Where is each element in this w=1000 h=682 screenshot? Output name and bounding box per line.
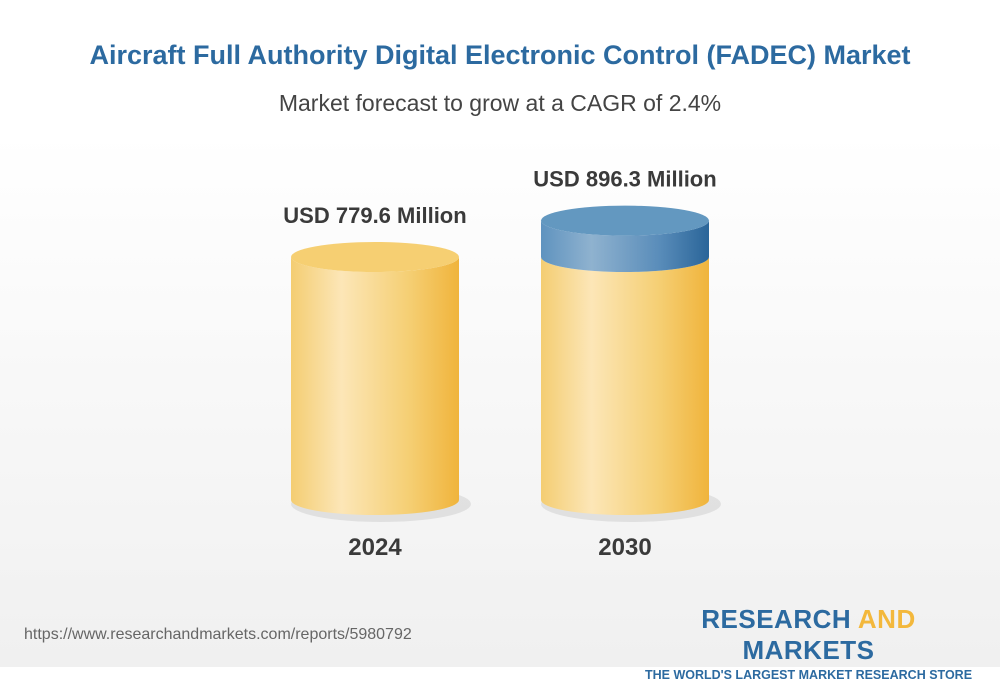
- chart-subtitle: Market forecast to grow at a CAGR of 2.4…: [278, 90, 722, 116]
- logo-word: MARKETS: [742, 635, 875, 665]
- bar-2030: [541, 257, 709, 515]
- chart-title: Aircraft Full Authority Digital Electron…: [89, 40, 911, 70]
- data-label: USD 779.6 Million: [283, 203, 466, 228]
- data-label: USD 896.3 Million: [533, 167, 716, 192]
- category-label: 2024: [348, 534, 402, 561]
- category-label: 2030: [598, 534, 651, 561]
- logo-word: RESEARCH: [701, 604, 858, 634]
- source-url[interactable]: https://www.researchandmarkets.com/repor…: [24, 626, 412, 643]
- bar-top: [541, 205, 709, 236]
- bar-top: [291, 242, 459, 272]
- chart: USD 779.6 Million USD 896.3 Million 2024…: [283, 167, 721, 561]
- logo-word: AND: [857, 604, 916, 634]
- bar-2024: [291, 257, 459, 515]
- brand-logo: RESEARCH AND MARKETS THE WORLD'S LARGEST…: [641, 604, 976, 682]
- logo-tagline: THE WORLD'S LARGEST MARKET RESEARCH STOR…: [644, 668, 973, 682]
- growth-segment: [541, 220, 709, 272]
